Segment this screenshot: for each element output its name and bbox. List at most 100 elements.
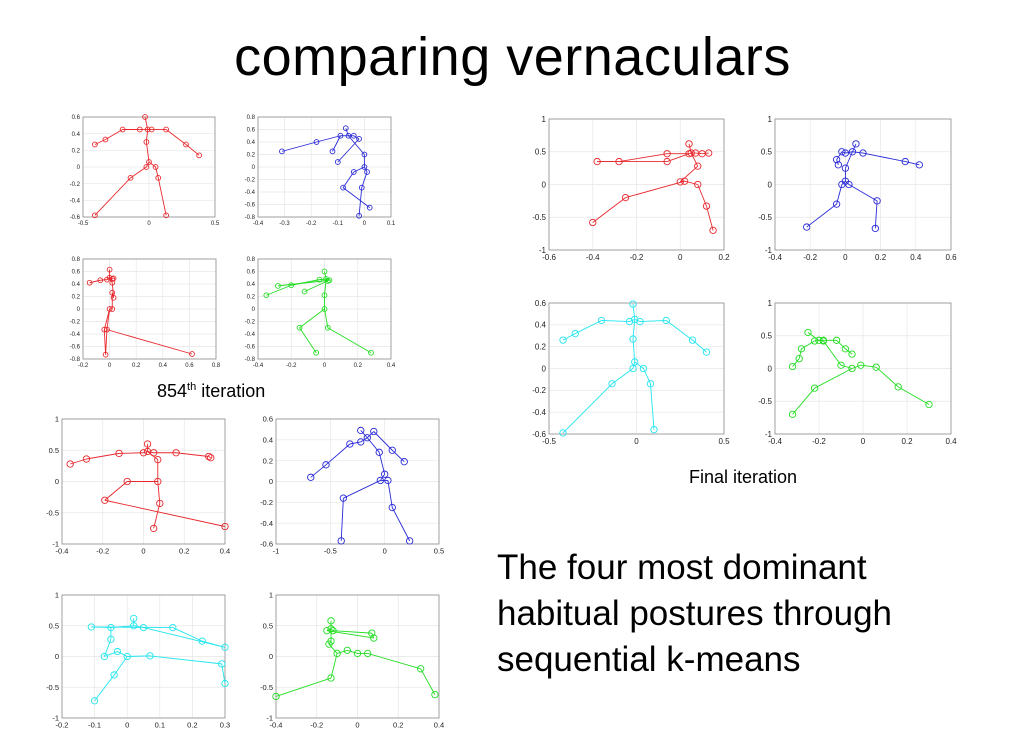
x-tick-label: 0.4 xyxy=(220,547,230,556)
y-tick-label: 0.2 xyxy=(72,148,81,154)
joint-marker xyxy=(218,660,226,668)
bone-segment xyxy=(836,340,846,350)
bone-segment xyxy=(104,651,118,657)
bone-segment xyxy=(836,151,843,160)
joint-marker xyxy=(307,473,315,481)
x-tick-label: 0.3 xyxy=(220,721,230,730)
x-tick-label: 0.5 xyxy=(434,547,444,556)
y-tick-label: -1 xyxy=(539,246,547,255)
bone-segment xyxy=(798,348,802,359)
joint-marker xyxy=(559,429,567,437)
bone-segment xyxy=(330,653,338,679)
x-tick-label: -0.5 xyxy=(542,437,556,446)
joint-marker xyxy=(324,324,331,331)
joint-marker xyxy=(705,149,713,157)
posture-chart-4: -0.4 -0.2 0 0.2 0.4 0.8 0.6 0.4 0.2 0 -0.2 -0.4 -0.6… xyxy=(245,257,396,369)
bone-segment xyxy=(575,320,602,334)
joint-marker xyxy=(130,622,138,630)
bone-segment xyxy=(299,308,325,329)
y-tick-label: -0.5 xyxy=(46,683,59,692)
posture-chart-5: -0.4 -0.2 0 0.2 0.4 1 0.5 0 -0.5 -1 xyxy=(46,415,230,556)
bone-segment xyxy=(650,383,655,430)
bone-segment xyxy=(814,339,820,342)
joint-marker xyxy=(327,674,335,682)
joint-marker xyxy=(87,623,95,631)
joint-marker xyxy=(848,350,856,358)
x-tick-label: 0.4 xyxy=(159,363,168,369)
x-tick-label: -0.1 xyxy=(88,721,101,730)
joint-marker xyxy=(322,461,330,469)
grid xyxy=(774,302,952,435)
joint-marker xyxy=(152,164,159,170)
joint-marker xyxy=(92,141,98,148)
bone-segment xyxy=(106,329,193,355)
joint-marker xyxy=(838,148,846,156)
y-tick-label: 0 xyxy=(252,307,256,313)
bone-segment xyxy=(319,278,327,281)
joint-marker xyxy=(646,380,655,388)
bone-segment xyxy=(844,151,853,169)
x-tick-label: -0.5 xyxy=(324,547,337,556)
y-tick-label: -1 xyxy=(765,430,773,439)
joint-marker xyxy=(837,361,845,369)
bone-segment xyxy=(157,481,161,504)
y-tick-label: 0.2 xyxy=(72,295,81,301)
bone-segment xyxy=(391,507,411,542)
bone-segment xyxy=(806,203,837,228)
x-tick-label: 0.6 xyxy=(945,253,957,262)
joint-marker xyxy=(163,212,170,219)
y-tick-label: -0.4 xyxy=(70,332,81,338)
joint-marker xyxy=(629,364,637,373)
bone-segment xyxy=(665,320,693,341)
x-tick-label: 0.4 xyxy=(387,363,396,369)
caption-854-number: 854 xyxy=(157,381,188,401)
joint-marker xyxy=(357,426,365,435)
bone-segment xyxy=(130,166,147,179)
bone-segment xyxy=(367,652,421,670)
joint-marker xyxy=(384,476,392,485)
x-tick-label: 0.2 xyxy=(132,363,141,369)
y-tick-label: 0 xyxy=(269,477,273,486)
y-tick-label: -0.2 xyxy=(532,386,546,395)
y-tick-label: 0.5 xyxy=(535,148,547,157)
caption-final-iteration: Final iteration xyxy=(689,467,798,487)
y-tick-label: -0.8 xyxy=(245,357,256,363)
x-tick-label: -0.1 xyxy=(333,221,344,227)
y-tick-label: -0.2 xyxy=(70,320,81,326)
y-tick-label: -1 xyxy=(266,714,273,723)
y-tick-label: -0.2 xyxy=(245,320,256,326)
joint-marker xyxy=(82,455,91,463)
joint-marker xyxy=(86,279,93,286)
x-tick-label: 0 xyxy=(383,547,387,556)
bone-segment xyxy=(333,630,372,634)
plot-frame xyxy=(82,116,216,218)
bone-segment xyxy=(845,180,850,185)
joint-marker xyxy=(139,623,148,632)
bone-segment xyxy=(818,339,824,342)
joint-marker xyxy=(353,649,362,658)
joint-marker xyxy=(788,410,797,419)
bone-segment xyxy=(104,499,226,527)
joint-marker xyxy=(279,148,285,155)
y-tick-label: -0.5 xyxy=(260,683,273,692)
x-tick-label: 0.8 xyxy=(212,363,221,369)
x-tick-label: 0 xyxy=(355,721,359,730)
x-tick-label: -0.2 xyxy=(78,363,89,369)
bone-segment xyxy=(905,161,920,166)
y-tick-label: 1 xyxy=(55,415,59,424)
joint-marker xyxy=(272,692,280,701)
y-tick-label: -0.8 xyxy=(70,357,81,363)
x-tick-label: -0.4 xyxy=(586,253,600,262)
joint-marker xyxy=(324,278,331,284)
joint-marker xyxy=(101,496,109,504)
plot-frame xyxy=(257,258,392,360)
joint-marker xyxy=(221,679,229,688)
y-tick-label: 0.2 xyxy=(263,456,273,465)
joint-marker xyxy=(321,306,328,312)
plot-frame xyxy=(548,118,725,251)
joint-marker xyxy=(169,623,177,632)
x-tick-label: 0 xyxy=(678,253,683,262)
x-tick-label: -0.2 xyxy=(310,721,323,730)
joint-marker xyxy=(702,202,711,210)
x-tick-label: 0 xyxy=(125,721,129,730)
